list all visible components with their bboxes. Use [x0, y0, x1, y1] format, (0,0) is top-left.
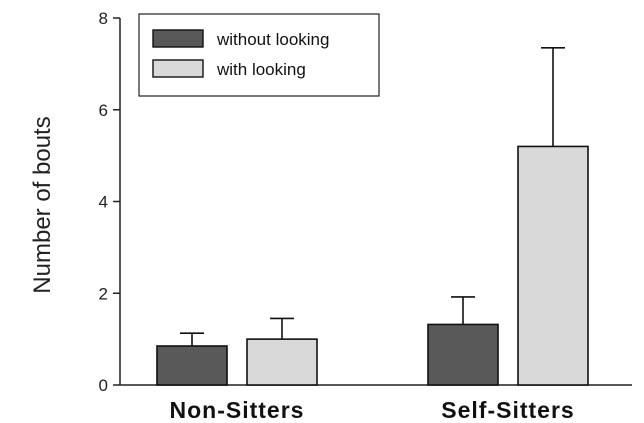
category-label: Non-Sitters [170, 397, 305, 423]
bars [156, 145, 589, 386]
bar [427, 323, 499, 386]
bar [156, 345, 228, 386]
bar [517, 145, 589, 386]
y-tick-label: 4 [99, 193, 108, 212]
legend-swatch [152, 59, 204, 78]
legend-box [138, 13, 380, 97]
legend-label: with looking [216, 60, 306, 79]
y-axis: 0 2 4 6 8 [99, 9, 121, 395]
category-labels: Non-Sitters Self-Sitters [170, 397, 574, 423]
error-bars [180, 47, 565, 347]
bar [246, 338, 318, 386]
category-label: Self-Sitters [441, 397, 574, 423]
legend: without looking with looking [138, 13, 380, 97]
y-tick-label: 0 [99, 376, 108, 395]
y-tick-label: 8 [99, 9, 108, 28]
y-tick-label: 2 [99, 284, 108, 303]
legend-swatch [152, 29, 204, 48]
y-axis-title: Number of bouts [29, 116, 56, 293]
y-tick-label: 6 [99, 101, 108, 120]
legend-label: without looking [216, 30, 329, 49]
